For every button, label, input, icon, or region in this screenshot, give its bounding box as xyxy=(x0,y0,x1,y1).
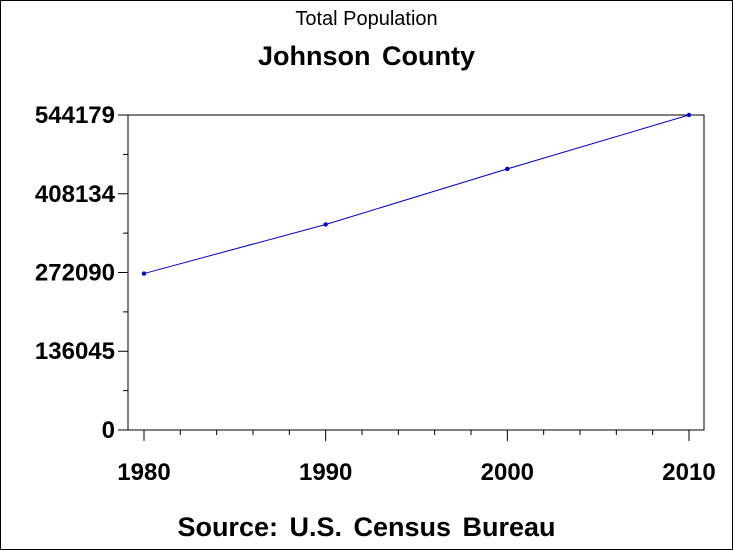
y-tick-label: 408134 xyxy=(35,181,116,208)
data-point xyxy=(141,271,147,276)
x-axis: 1980 1990 2000 2010 xyxy=(117,430,716,486)
y-axis: 0 136045 272090 408134 544179 xyxy=(35,102,128,444)
x-tick-label: 1990 xyxy=(299,459,352,486)
source-note: Source: U.S. Census Bureau xyxy=(177,512,556,542)
chart-subtitle: Johnson County xyxy=(258,41,475,71)
data-point xyxy=(505,166,510,172)
series-layer xyxy=(141,112,692,276)
x-tick-label: 2000 xyxy=(481,459,534,486)
data-point xyxy=(323,222,328,227)
data-point xyxy=(686,112,692,118)
y-tick-label: 272090 xyxy=(35,259,115,286)
y-tick-label: 136045 xyxy=(35,338,115,365)
y-tick-label: 544179 xyxy=(35,102,115,129)
y-tick-label: 0 xyxy=(102,417,115,444)
series-line xyxy=(143,114,690,275)
plot-area xyxy=(127,114,705,431)
x-tick-label: 1980 xyxy=(117,459,170,486)
x-tick-label: 2010 xyxy=(662,459,715,486)
chart-title: Total Population xyxy=(295,8,438,30)
